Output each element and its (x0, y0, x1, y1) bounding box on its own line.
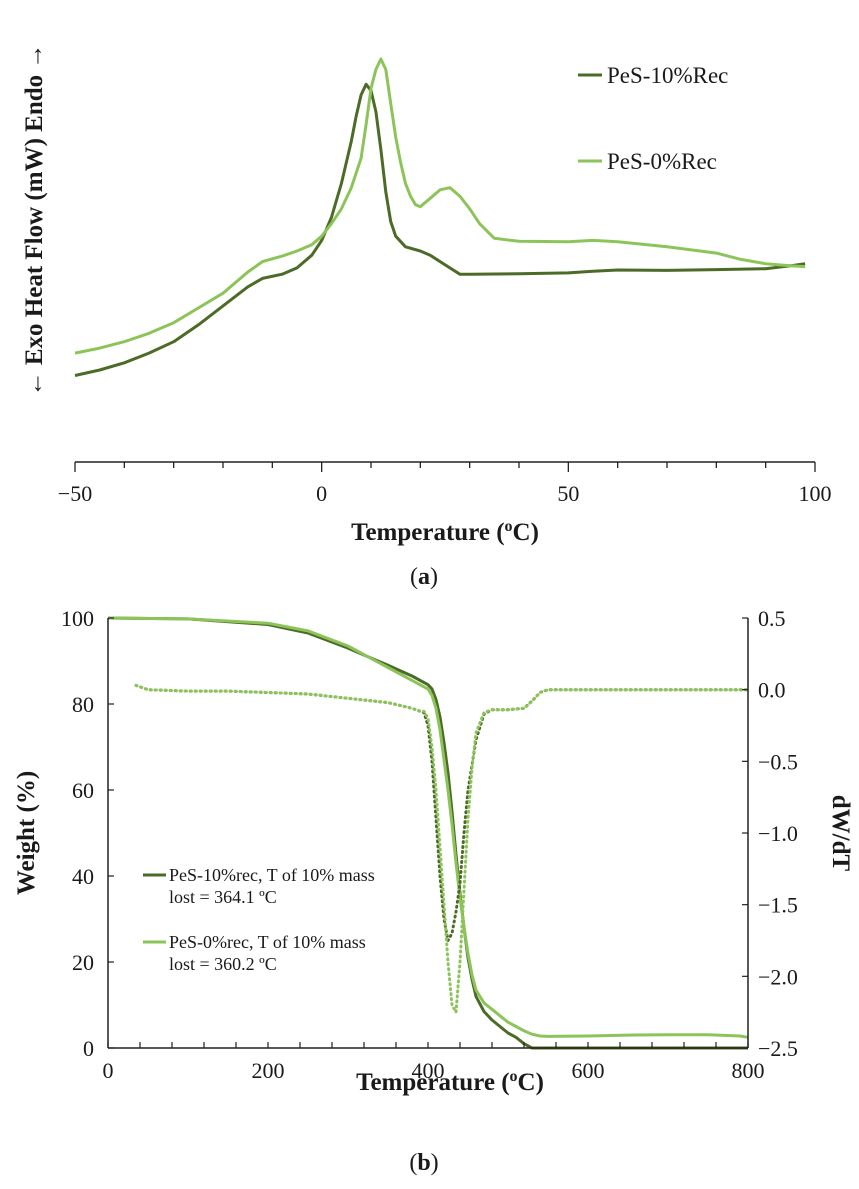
panel-b-right-y-ticks: −2.5 −2.0 −1.5 −1.0 −0.5 0.0 0.5 (742, 606, 798, 1061)
panel-a-curves (74, 57, 806, 377)
panel-b-series-3 (134, 683, 750, 1014)
panel-a-x-tick-label: 100 (799, 481, 832, 506)
panel-a-x-axis-title: Temperature (oC) (351, 518, 539, 546)
panel-b-left-y-axis-title: Weight (%) (13, 771, 40, 895)
legend-label-pes-10rec: PeS-10%Rec (607, 63, 728, 88)
panel-b-left-y-tick-label: 40 (72, 864, 94, 889)
legend-label-pes-0rec-line2: lost = 360.2 ºC (169, 954, 277, 974)
legend-label-pes-0rec: PeS-0%Rec (607, 149, 717, 174)
panel-b-x-tick-label: 200 (252, 1058, 285, 1083)
panel-b-curves (107, 616, 750, 1050)
panel-b-right-y-tick-label: −2.0 (758, 964, 798, 989)
panel-a-x-tick-label: −50 (58, 481, 92, 506)
panel-b-left-y-tick-label: 0 (83, 1036, 94, 1061)
panel-a-dsc-chart: −50 0 50 100 Temperature (oC) ← Exo Heat Fl… (21, 44, 832, 590)
legend-label-pes-10rec-line1: PeS-10%rec, T of 10% mass (169, 865, 375, 885)
panel-b-left-y-ticks: 0 20 40 60 80 100 (61, 606, 114, 1061)
panel-b-series-0 (107, 616, 748, 1050)
panel-a-x-tick-label: 0 (316, 481, 327, 506)
panel-b-legend: PeS-10%rec, T of 10% mass lost = 364.1 º… (143, 865, 375, 974)
panel-b-x-axis-title: Temperature (oC) (356, 1068, 544, 1096)
legend-label-pes-10rec-line2: lost = 364.1 ºC (169, 887, 277, 907)
panel-b-right-y-tick-label: 0.0 (758, 678, 786, 703)
panel-a-y-axis-title: ← Exo Heat Flow (mW) Endo → (21, 44, 48, 397)
panel-b-right-y-tick-label: −1.5 (758, 893, 798, 918)
panel-b-x-ticks: 0 200 400 600 800 (103, 1042, 765, 1083)
panel-b-caption: (b) (409, 1150, 438, 1176)
panel-b-left-y-tick-label: 80 (72, 692, 94, 717)
panel-a-legend: PeS-10%Rec PeS-0%Rec (578, 63, 728, 174)
panel-a-x-ticks: −50 0 50 100 (58, 462, 832, 506)
panel-b-left-y-tick-label: 20 (72, 950, 94, 975)
panel-b-x-tick-label: 0 (103, 1058, 114, 1083)
panel-b-right-y-tick-label: 0.5 (758, 606, 786, 631)
panel-a-series-0 (74, 82, 806, 377)
panel-a-x-tick-label: 50 (557, 481, 579, 506)
panel-b-left-y-tick-label: 100 (61, 606, 94, 631)
panel-a-series-1 (74, 57, 806, 355)
panel-b-series-1 (107, 616, 749, 1039)
legend-label-pes-0rec-line1: PeS-0%rec, T of 10% mass (169, 932, 366, 952)
panel-b-right-y-tick-label: −1.0 (758, 821, 798, 846)
panel-b-x-tick-label: 400 (412, 1058, 445, 1083)
panel-b-x-tick-label: 800 (732, 1058, 765, 1083)
panel-b-right-y-axis-title: dW/dT (827, 795, 854, 872)
panel-b-right-y-tick-label: −2.5 (758, 1036, 798, 1061)
panel-b-left-y-tick-label: 60 (72, 778, 94, 803)
panel-a-caption: (a) (410, 564, 438, 590)
panel-b-x-tick-label: 600 (572, 1058, 605, 1083)
panel-b-right-y-tick-label: −0.5 (758, 749, 798, 774)
